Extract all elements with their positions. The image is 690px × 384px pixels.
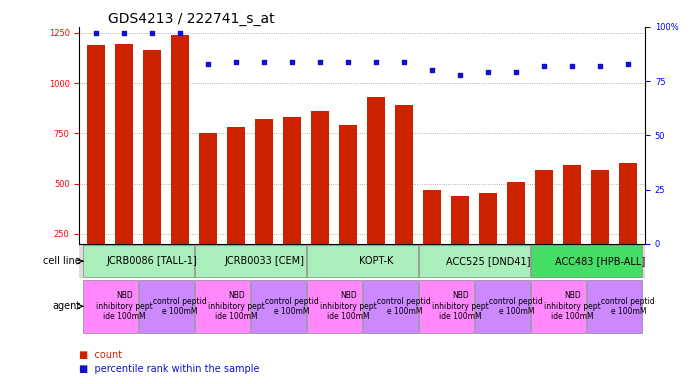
Text: NBD
inhibitory pept
ide 100mM: NBD inhibitory pept ide 100mM — [208, 291, 264, 321]
Bar — [587, 280, 642, 333]
Bar — [507, 182, 525, 284]
Bar — [423, 190, 442, 284]
Bar — [139, 280, 194, 333]
Point — [203, 61, 214, 67]
Text: NBD
inhibitory pept
ide 100mM: NBD inhibitory pept ide 100mM — [432, 291, 489, 321]
Point — [90, 30, 101, 36]
Text: JCRB0033 [CEM]: JCRB0033 [CEM] — [224, 256, 304, 266]
Bar — [451, 195, 469, 284]
Text: ACC525 [DND41]: ACC525 [DND41] — [446, 256, 531, 266]
Bar — [367, 97, 385, 284]
Bar — [363, 280, 417, 333]
Bar — [531, 245, 642, 277]
Text: ACC483 [HPB-ALL]: ACC483 [HPB-ALL] — [555, 256, 645, 266]
Text: JCRB0086 [TALL-1]: JCRB0086 [TALL-1] — [107, 256, 197, 266]
Bar — [250, 280, 306, 333]
Text: control peptid
e 100mM: control peptid e 100mM — [153, 296, 207, 316]
Bar — [143, 50, 161, 284]
Bar — [227, 127, 246, 284]
Point — [259, 58, 270, 65]
Bar — [535, 169, 553, 284]
Bar — [87, 45, 106, 284]
Bar — [195, 280, 250, 333]
Point — [287, 58, 298, 65]
Text: cell line: cell line — [43, 256, 81, 266]
Point — [623, 61, 634, 67]
Bar — [171, 35, 189, 284]
Bar — [115, 44, 133, 284]
Bar — [591, 169, 609, 284]
Bar — [307, 245, 417, 277]
Point — [566, 63, 578, 69]
Point — [483, 70, 494, 76]
Text: GDS4213 / 222741_s_at: GDS4213 / 222741_s_at — [108, 12, 274, 26]
Bar — [283, 117, 302, 284]
Bar — [83, 280, 137, 333]
Point — [119, 30, 130, 36]
Point — [371, 58, 382, 65]
Bar — [395, 105, 413, 284]
Bar — [307, 280, 362, 333]
Bar — [83, 245, 194, 277]
Point — [175, 30, 186, 36]
Bar — [311, 111, 329, 284]
Text: ■  percentile rank within the sample: ■ percentile rank within the sample — [79, 364, 260, 374]
Bar — [479, 193, 497, 284]
Point — [455, 71, 466, 78]
Text: control peptid
e 100mM: control peptid e 100mM — [489, 296, 543, 316]
Bar — [255, 119, 273, 284]
Text: KOPT-K: KOPT-K — [359, 256, 393, 266]
Text: ■  count: ■ count — [79, 350, 123, 360]
Bar — [419, 280, 474, 333]
Bar — [419, 245, 530, 277]
Text: NBD
inhibitory pept
ide 100mM: NBD inhibitory pept ide 100mM — [320, 291, 377, 321]
Point — [426, 67, 437, 73]
Bar — [339, 125, 357, 284]
Point — [343, 58, 354, 65]
Bar — [475, 280, 530, 333]
Text: NBD
inhibitory pept
ide 100mM: NBD inhibitory pept ide 100mM — [96, 291, 152, 321]
Text: control peptid
e 100mM: control peptid e 100mM — [602, 296, 655, 316]
Bar — [195, 245, 306, 277]
Bar — [531, 280, 586, 333]
Point — [511, 70, 522, 76]
Bar — [563, 166, 582, 284]
Point — [595, 63, 606, 69]
Point — [315, 58, 326, 65]
Text: NBD
inhibitory pept
ide 100mM: NBD inhibitory pept ide 100mM — [544, 291, 601, 321]
Text: control peptid
e 100mM: control peptid e 100mM — [266, 296, 319, 316]
Point — [539, 63, 550, 69]
Point — [399, 58, 410, 65]
Point — [147, 30, 158, 36]
Text: control peptid
e 100mM: control peptid e 100mM — [377, 296, 431, 316]
Bar — [619, 164, 638, 284]
Point — [230, 58, 241, 65]
Bar — [199, 133, 217, 284]
Text: agent: agent — [52, 301, 81, 311]
